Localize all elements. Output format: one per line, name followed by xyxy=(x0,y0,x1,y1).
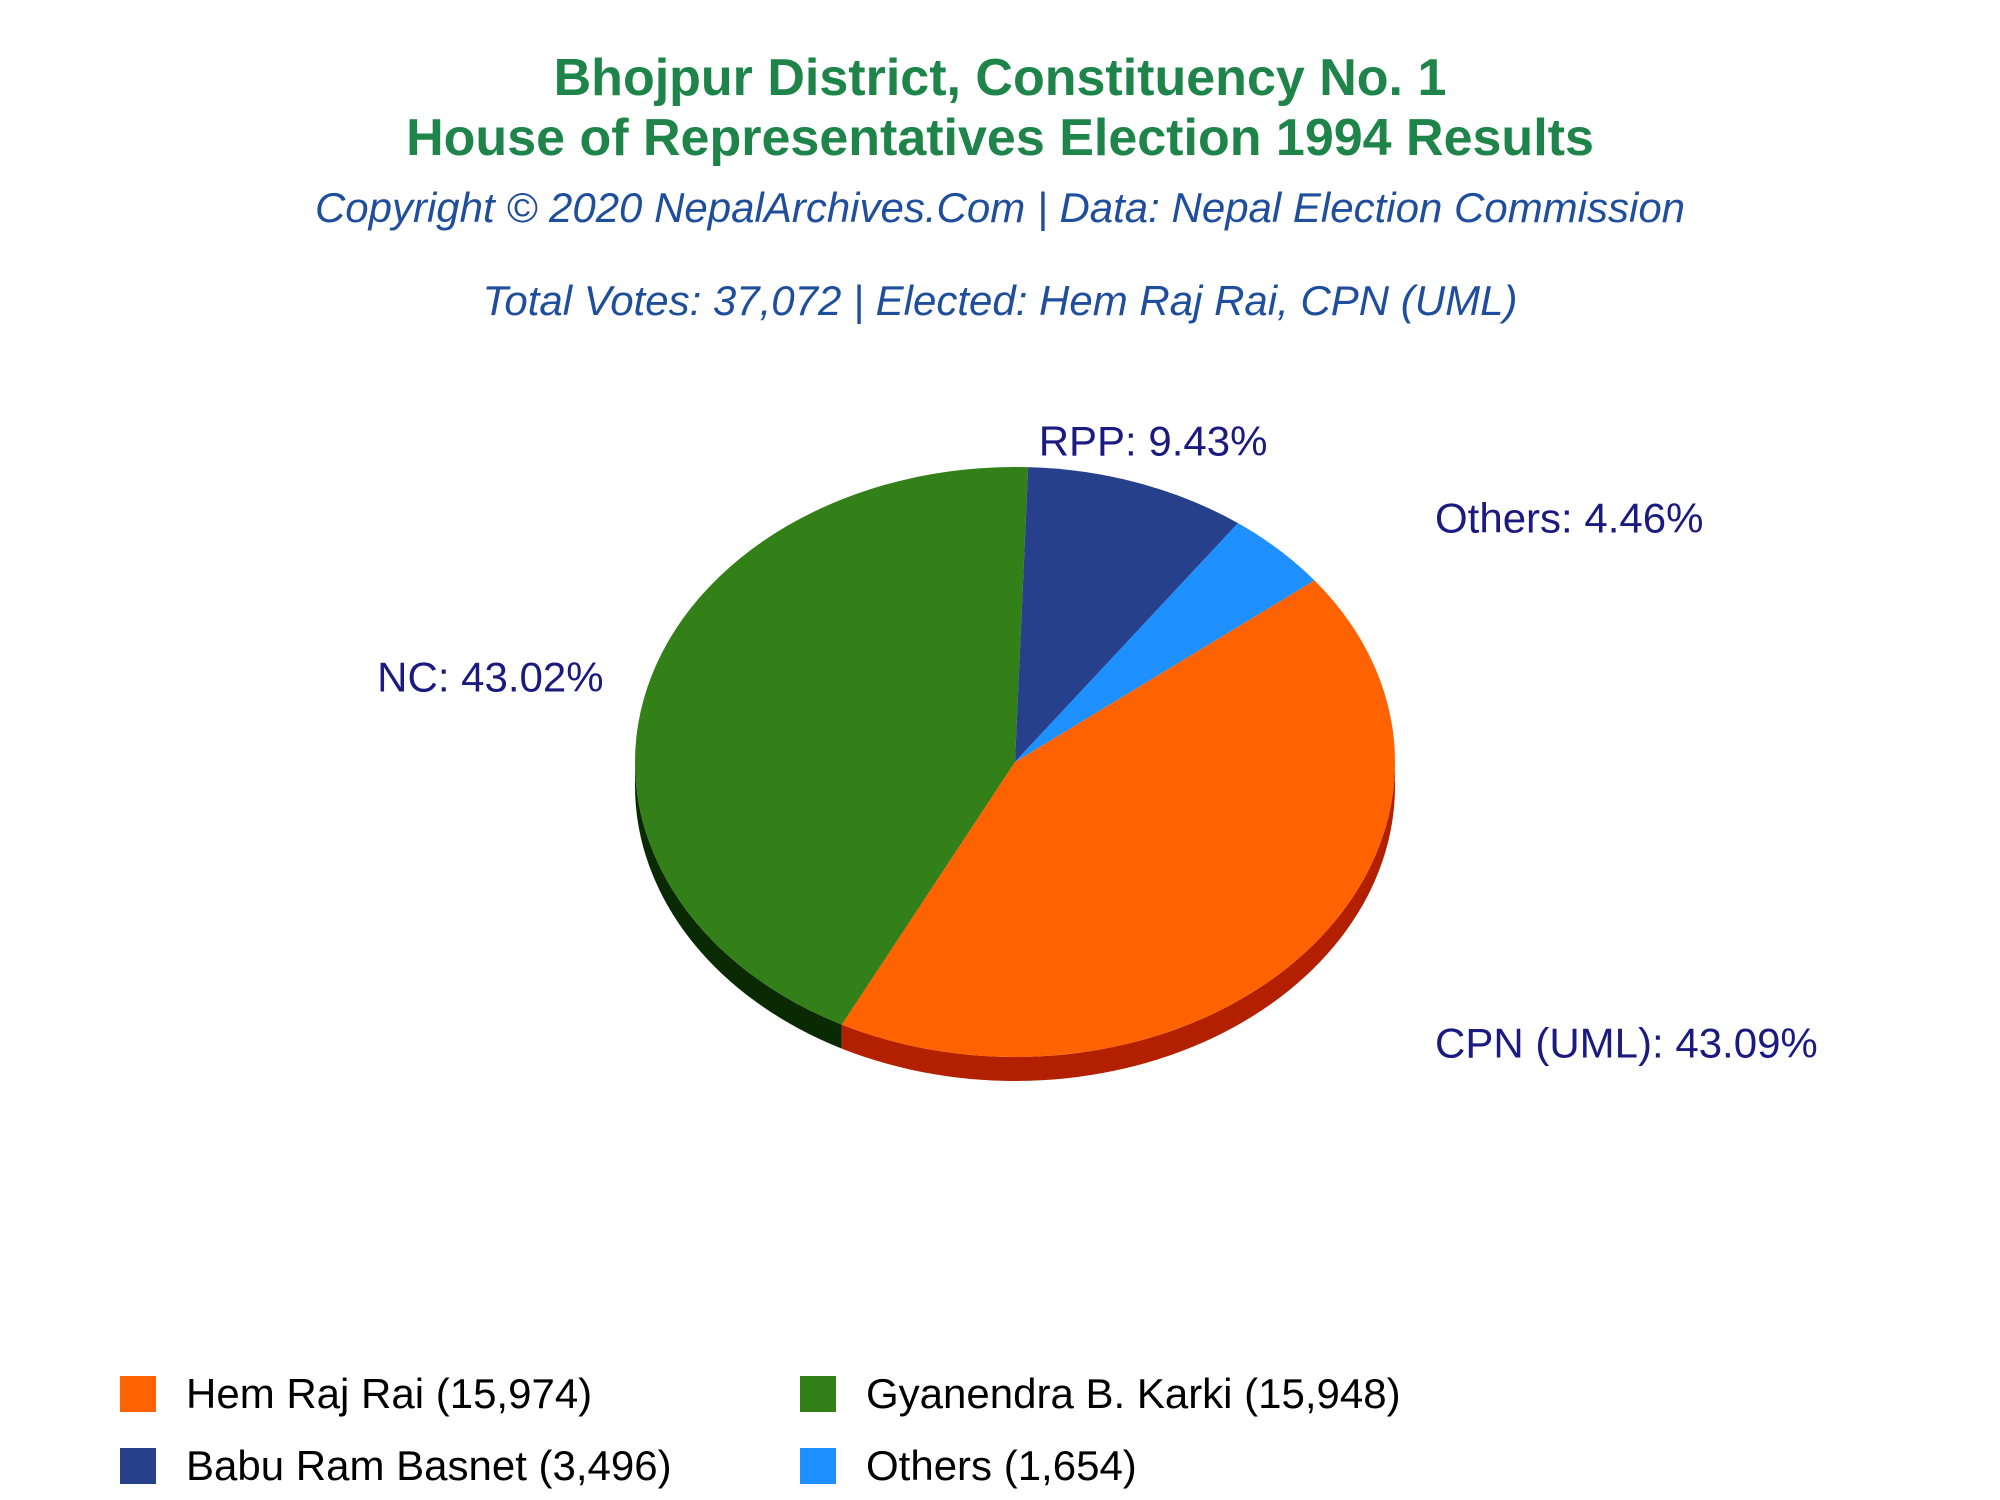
legend-item-babu-ram-basnet: Babu Ram Basnet (3,496) xyxy=(120,1440,800,1492)
legend-label: Babu Ram Basnet (3,496) xyxy=(186,1442,672,1489)
slice-label-nc: NC: 43.02% xyxy=(377,654,603,701)
legend-swatch xyxy=(120,1448,156,1484)
pie-slice-nc xyxy=(635,467,1029,1025)
legend-item-gyanendra-karki: Gyanendra B. Karki (15,948) xyxy=(800,1368,1480,1420)
legend-swatch xyxy=(800,1448,836,1484)
legend-label: Hem Raj Rai (15,974) xyxy=(186,1370,593,1417)
slice-label-others: Others: 4.46% xyxy=(1435,494,1703,541)
chart-title-line2: House of Representatives Election 1994 R… xyxy=(406,109,1594,167)
slice-label-rpp: RPP: 9.43% xyxy=(1039,417,1268,464)
legend-item-hem-raj-rai: Hem Raj Rai (15,974) xyxy=(120,1368,800,1420)
vote-summary: Total Votes: 37,072 | Elected: Hem Raj R… xyxy=(482,277,1518,324)
pie-side-cpn-uml--0 xyxy=(841,762,1395,1081)
legend-swatch xyxy=(800,1376,836,1412)
pie-side-nc-0 xyxy=(635,762,842,1049)
legend-label: Gyanendra B. Karki (15,948) xyxy=(866,1370,1401,1417)
legend-swatch xyxy=(120,1376,156,1412)
pie-slice-others xyxy=(1015,523,1315,762)
pie-chart: CPN (UML): 43.09% NC: 43.02% RPP: 9.43% Oth… xyxy=(377,417,1818,1081)
chart-legend: Hem Raj Rai (15,974) Gyanendra B. Karki … xyxy=(120,1368,1480,1492)
pie-slice-rpp xyxy=(1015,467,1239,762)
pie-slice-cpn-uml- xyxy=(841,580,1395,1057)
slice-label-cpn-uml-: CPN (UML): 43.09% xyxy=(1435,1020,1818,1067)
chart-title-line1: Bhojpur District, Constituency No. 1 xyxy=(553,49,1447,107)
legend-label: Others (1,654) xyxy=(866,1442,1137,1489)
legend-item-others: Others (1,654) xyxy=(800,1440,1480,1492)
chart-subtitle: Copyright © 2020 NepalArchives.Com | Dat… xyxy=(314,184,1686,231)
